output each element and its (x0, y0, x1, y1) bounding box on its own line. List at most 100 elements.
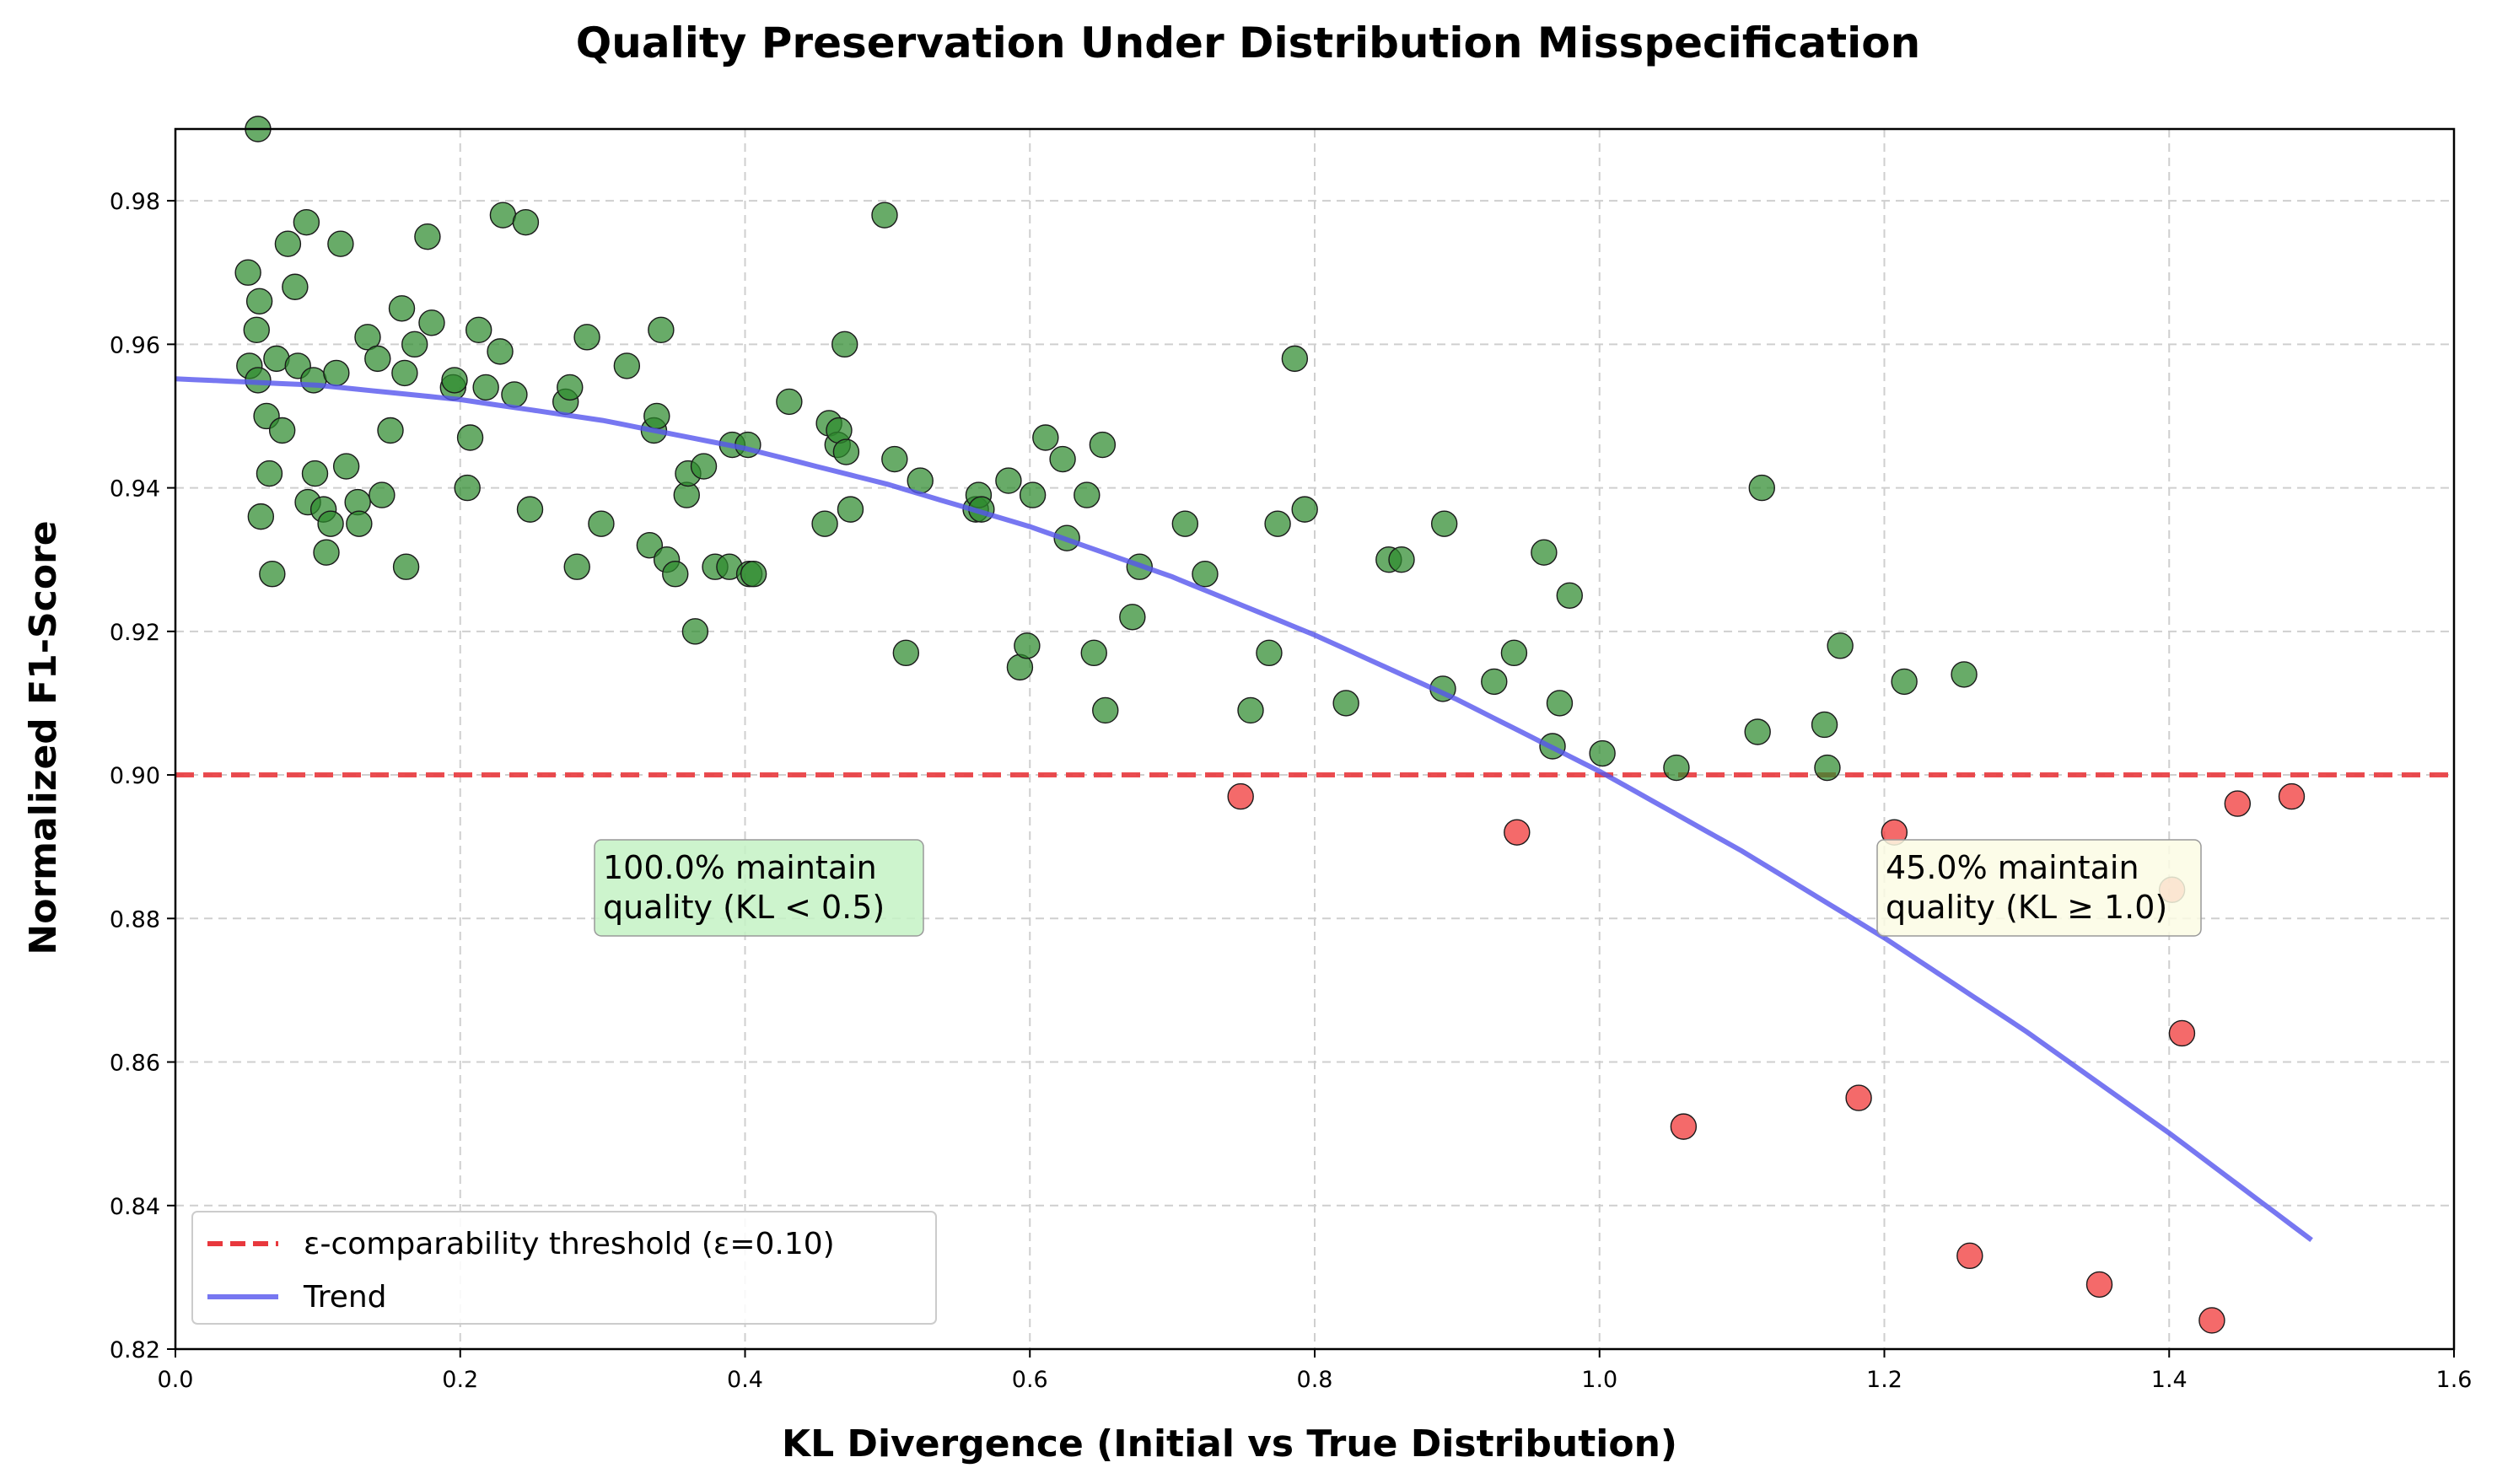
point-maintain (234, 259, 261, 286)
point-maintain (573, 324, 600, 351)
point-maintain (1814, 754, 1841, 782)
point-maintain (1019, 481, 1047, 508)
point-maintain (268, 417, 296, 444)
annotation-text-low: 100.0% maintain (603, 849, 877, 886)
point-maintain (414, 223, 441, 250)
point-maintain (563, 553, 590, 580)
point-maintain (557, 374, 584, 401)
point-maintain (662, 561, 689, 588)
point-maintain (613, 352, 641, 379)
point-maintain (274, 230, 302, 257)
point-maintain (243, 316, 270, 344)
y-axis-label: Normalized F1-Score (22, 520, 65, 954)
point-maintain (1748, 474, 1775, 502)
point-below-threshold (2168, 1019, 2196, 1047)
point-maintain (1171, 510, 1199, 537)
point-maintain (354, 324, 381, 351)
point-maintain (1074, 481, 1101, 508)
point-maintain (643, 402, 670, 430)
point-below-threshold (1227, 782, 1254, 810)
y-tick-label: 0.82 (110, 1337, 160, 1363)
point-below-threshold (1504, 819, 1531, 846)
x-axis-label: KL Divergence (Initial vs True Distribut… (782, 1422, 1677, 1465)
x-tick-label: 0.6 (1012, 1367, 1048, 1393)
point-maintain (293, 208, 320, 236)
point-maintain (472, 374, 499, 401)
point-maintain (681, 618, 709, 645)
point-maintain (369, 481, 396, 508)
point-maintain (441, 367, 468, 394)
legend: ε-comparability threshold (ε=0.10) Trend (191, 1211, 937, 1325)
point-maintain (1500, 639, 1528, 667)
point-maintain (1663, 754, 1690, 782)
point-below-threshold (1845, 1084, 1872, 1111)
point-maintain (1388, 546, 1415, 573)
annotation-text-low: quality (KL < 0.5) (603, 889, 885, 926)
point-maintain (301, 460, 329, 487)
point-maintain (811, 510, 838, 537)
point-maintain (1556, 582, 1583, 609)
point-maintain (313, 539, 340, 566)
chart-title: Quality Preservation Under Distribution … (576, 19, 1920, 67)
point-maintain (740, 561, 767, 588)
point-maintain (1589, 739, 1616, 767)
point-maintain (256, 460, 283, 487)
point-maintain (1264, 510, 1291, 537)
point-maintain (465, 316, 492, 344)
x-tick-label: 0.2 (442, 1367, 478, 1393)
point-maintain (346, 510, 373, 537)
annotation-box-low (594, 839, 924, 937)
point-maintain (1049, 445, 1076, 473)
point-maintain (776, 388, 803, 416)
grid (175, 129, 2455, 1350)
x-tick-label: 1.6 (2436, 1367, 2473, 1393)
point-maintain (1430, 510, 1458, 537)
point-maintain (300, 367, 327, 394)
point-maintain (401, 331, 428, 358)
point-maintain (323, 359, 350, 387)
legend-threshold-label: ε-comparability threshold (ε=0.10) (304, 1227, 835, 1261)
point-maintain (317, 510, 344, 537)
point-maintain (892, 639, 920, 667)
annotation-text-high: quality (KL ≥ 1.0) (1886, 889, 2167, 926)
point-maintain (1546, 690, 1574, 717)
point-maintain (489, 202, 517, 229)
x-tick-label: 1.0 (1581, 1367, 1617, 1393)
point-maintain (832, 438, 860, 465)
point-below-threshold (1670, 1113, 1698, 1140)
point-maintain (1332, 690, 1359, 717)
point-maintain (512, 208, 540, 236)
annotation-box-high (1876, 839, 2202, 937)
point-maintain (831, 331, 858, 358)
point-maintain (327, 230, 354, 257)
point-below-threshold (2278, 782, 2306, 810)
point-maintain (1014, 632, 1041, 659)
point-maintain (648, 316, 675, 344)
point-maintain (871, 202, 898, 229)
x-tick-label: 1.4 (2151, 1367, 2188, 1393)
y-tick-label: 0.98 (110, 189, 160, 215)
point-maintain (1827, 632, 1854, 659)
axis-ticks: 0.0 0.2 0.4 0.6 0.8 1.0 1.2 1.4 1.6 0.82 0.84 0.86 0… (110, 189, 2473, 1393)
point-maintain (516, 496, 544, 523)
point-maintain (1092, 696, 1119, 724)
point-maintain (501, 381, 528, 408)
point-maintain (1281, 345, 1309, 373)
point-maintain (995, 467, 1022, 494)
point-below-threshold (2085, 1271, 2113, 1298)
point-maintain (588, 510, 615, 537)
x-tick-label: 0.8 (1297, 1367, 1333, 1393)
point-maintain (1192, 561, 1219, 588)
x-tick-label: 0.0 (158, 1367, 194, 1393)
point-maintain (1291, 496, 1318, 523)
y-tick-label: 0.90 (110, 763, 160, 789)
point-maintain (377, 417, 404, 444)
y-tick-label: 0.86 (110, 1051, 160, 1077)
point-maintain (1811, 711, 1838, 739)
point-maintain (364, 345, 391, 373)
point-maintain (1744, 718, 1771, 745)
y-tick-label: 0.88 (110, 906, 160, 933)
point-maintain (391, 359, 418, 387)
point-below-threshold (2224, 790, 2252, 817)
